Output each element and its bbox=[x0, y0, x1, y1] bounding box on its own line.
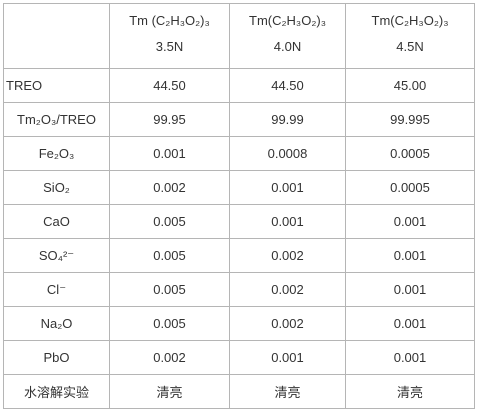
header-line: Tm (C₂H₃O₂)₃ bbox=[129, 13, 210, 28]
header-cell: Tm (C₂H₃O₂)₃ 3.5N bbox=[109, 3, 230, 69]
cell: 0.002 bbox=[229, 238, 346, 273]
row: 水溶解实验 清亮 清亮 清亮 bbox=[3, 374, 475, 409]
row-label: CaO bbox=[3, 204, 110, 239]
row-label: TREO bbox=[3, 68, 110, 103]
header-cell: Tm(C₂H₃O₂)₃ 4.5N bbox=[345, 3, 475, 69]
cell: 0.0008 bbox=[229, 136, 346, 171]
header-line: 4.5N bbox=[396, 39, 424, 54]
header-cell: Tm(C₂H₃O₂)₃ 4.0N bbox=[229, 3, 346, 69]
spec-table: Tm (C₂H₃O₂)₃ 3.5N Tm(C₂H₃O₂)₃ 4.0N Tm(C₂H₃O₂… bbox=[3, 3, 475, 409]
cell: 0.001 bbox=[345, 306, 475, 341]
cell: 44.50 bbox=[229, 68, 346, 103]
header-line: Tm(C₂H₃O₂)₃ bbox=[249, 13, 326, 28]
header-line: Tm(C₂H₃O₂)₃ bbox=[371, 13, 449, 28]
cell: 99.99 bbox=[229, 102, 346, 137]
corner-cell bbox=[3, 3, 110, 69]
row-label: Cl⁻ bbox=[3, 272, 110, 307]
row: SO₄²⁻ 0.005 0.002 0.001 bbox=[3, 238, 475, 273]
cell: 0.005 bbox=[109, 272, 230, 307]
row-label: SiO₂ bbox=[3, 170, 110, 205]
row-label: Fe₂O₃ bbox=[3, 136, 110, 171]
cell: 45.00 bbox=[345, 68, 475, 103]
cell: 0.002 bbox=[109, 340, 230, 375]
row: Na₂O 0.005 0.002 0.001 bbox=[3, 306, 475, 341]
cell: 0.005 bbox=[109, 306, 230, 341]
cell: 0.001 bbox=[229, 170, 346, 205]
row-label: Tm₂O₃/TREO bbox=[3, 102, 110, 137]
row: Fe₂O₃ 0.001 0.0008 0.0005 bbox=[3, 136, 475, 171]
row: PbO 0.002 0.001 0.001 bbox=[3, 340, 475, 375]
cell: 0.001 bbox=[345, 272, 475, 307]
cell: 0.005 bbox=[109, 238, 230, 273]
cell: 0.0005 bbox=[345, 170, 475, 205]
row: SiO₂ 0.002 0.001 0.0005 bbox=[3, 170, 475, 205]
cell: 0.001 bbox=[229, 204, 346, 239]
cell: 0.001 bbox=[345, 238, 475, 273]
cell: 0.002 bbox=[229, 306, 346, 341]
row-label: PbO bbox=[3, 340, 110, 375]
cell: 44.50 bbox=[109, 68, 230, 103]
cell: 0.001 bbox=[345, 204, 475, 239]
header-line: 4.0N bbox=[273, 39, 302, 54]
cell: 99.995 bbox=[345, 102, 475, 137]
row: CaO 0.005 0.001 0.001 bbox=[3, 204, 475, 239]
row: Tm₂O₃/TREO 99.95 99.99 99.995 bbox=[3, 102, 475, 137]
cell: 清亮 bbox=[345, 374, 475, 409]
cell: 0.001 bbox=[345, 340, 475, 375]
cell: 清亮 bbox=[229, 374, 346, 409]
row-label: 水溶解实验 bbox=[3, 374, 110, 409]
cell: 0.001 bbox=[109, 136, 230, 171]
row: TREO 44.50 44.50 45.00 bbox=[3, 68, 475, 103]
header-row: Tm (C₂H₃O₂)₃ 3.5N Tm(C₂H₃O₂)₃ 4.0N Tm(C₂H₃O₂… bbox=[3, 3, 475, 69]
cell: 99.95 bbox=[109, 102, 230, 137]
cell: 0.002 bbox=[229, 272, 346, 307]
row-label: SO₄²⁻ bbox=[3, 238, 110, 273]
cell: 0.002 bbox=[109, 170, 230, 205]
header-line: 3.5N bbox=[155, 39, 184, 54]
cell: 0.0005 bbox=[345, 136, 475, 171]
cell: 清亮 bbox=[109, 374, 230, 409]
cell: 0.001 bbox=[229, 340, 346, 375]
row-label: Na₂O bbox=[3, 306, 110, 341]
row: Cl⁻ 0.005 0.002 0.001 bbox=[3, 272, 475, 307]
cell: 0.005 bbox=[109, 204, 230, 239]
